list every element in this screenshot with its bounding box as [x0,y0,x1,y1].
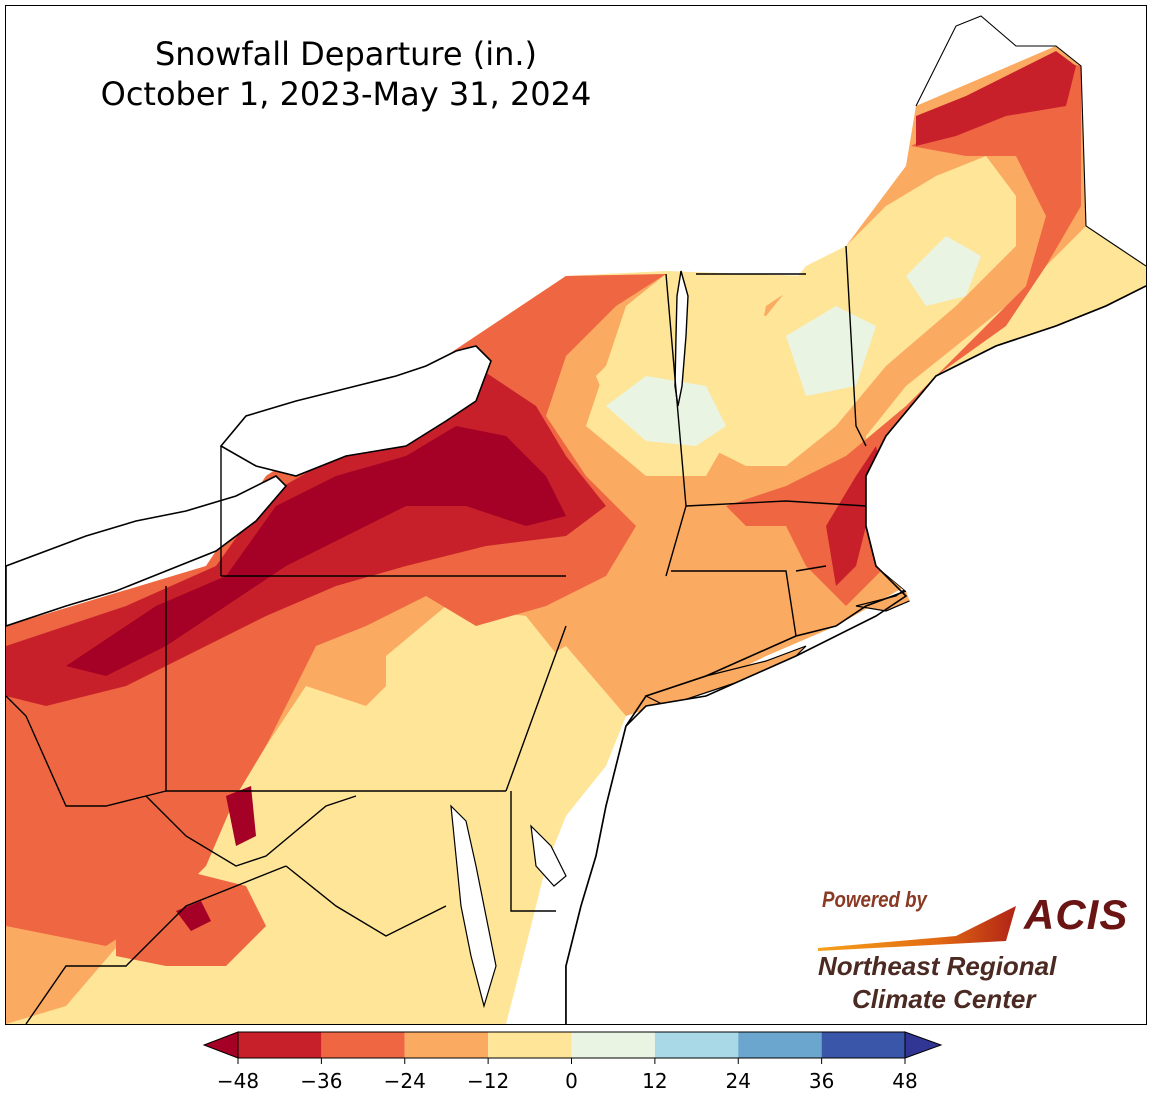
zone-neg48-me [916,51,1076,146]
colorbar-legend: −48 −36 −24 −12 0 12 24 36 48 [202,1031,943,1093]
coastline-redraw [565,285,1146,1024]
colorbar-segment [321,1032,405,1058]
acis-swoosh-icon [818,906,1016,951]
acis-logo: Powered by ACIS Northeast Regional Clima… [806,881,1136,1021]
org-name-line-2: Climate Center [852,984,1036,1014]
map-frame: Snowfall Departure (in.) October 1, 2023… [5,5,1147,1025]
zone-below-neg48-wv [176,786,256,931]
colorbar-segment [654,1032,739,1058]
colorbar-tick-label: −12 [467,1069,509,1093]
colorbar-tick-label: 12 [642,1069,667,1093]
zone-0-12-north [606,236,981,446]
colorbar-tick-label: −36 [300,1069,342,1093]
colorbar-tick-label: 24 [726,1069,751,1093]
colorbar-segment [571,1032,655,1058]
acis-wordmark: ACIS [1024,891,1129,938]
state-borders [6,245,867,1024]
powered-by-text: Powered by [822,887,927,912]
lake-erie [6,475,288,627]
title-line-2: October 1, 2023-May 31, 2024 [100,75,592,113]
colorbar-segment [404,1032,489,1058]
colorbar-segment [488,1032,572,1058]
colorbar-tick-label: −24 [384,1069,426,1093]
colorbar-tick-label: 48 [892,1069,917,1093]
map-title: Snowfall Departure (in.) October 1, 2023… [36,34,656,114]
colorbar-segment [238,1032,322,1058]
colorbar-ticks: −48 −36 −24 −12 0 12 24 36 48 [217,1058,918,1093]
zone-neg36-ne [726,61,1081,606]
colorbar-tick-label: −48 [217,1069,259,1093]
colorbar-tick-label: 0 [565,1069,578,1093]
title-line-1: Snowfall Departure (in.) [154,35,538,73]
snowfall-departure-map [6,15,1146,1024]
zone-neg12-pa [386,606,606,806]
lake-ontario [219,345,492,477]
canada-border [915,15,1146,267]
colorbar-extend-high [904,1031,943,1059]
org-name-line-1: Northeast Regional [818,951,1057,981]
chesapeake-bay [450,804,497,1009]
colorbar-segments [202,1031,943,1059]
delaware-bay [530,824,567,887]
zone-below-neg48 [66,426,566,676]
colorbar-tick-label: 36 [809,1069,834,1093]
colorbar-segment [738,1032,822,1058]
colorbar-segment [821,1032,905,1058]
colorbar-extend-low [202,1031,239,1059]
